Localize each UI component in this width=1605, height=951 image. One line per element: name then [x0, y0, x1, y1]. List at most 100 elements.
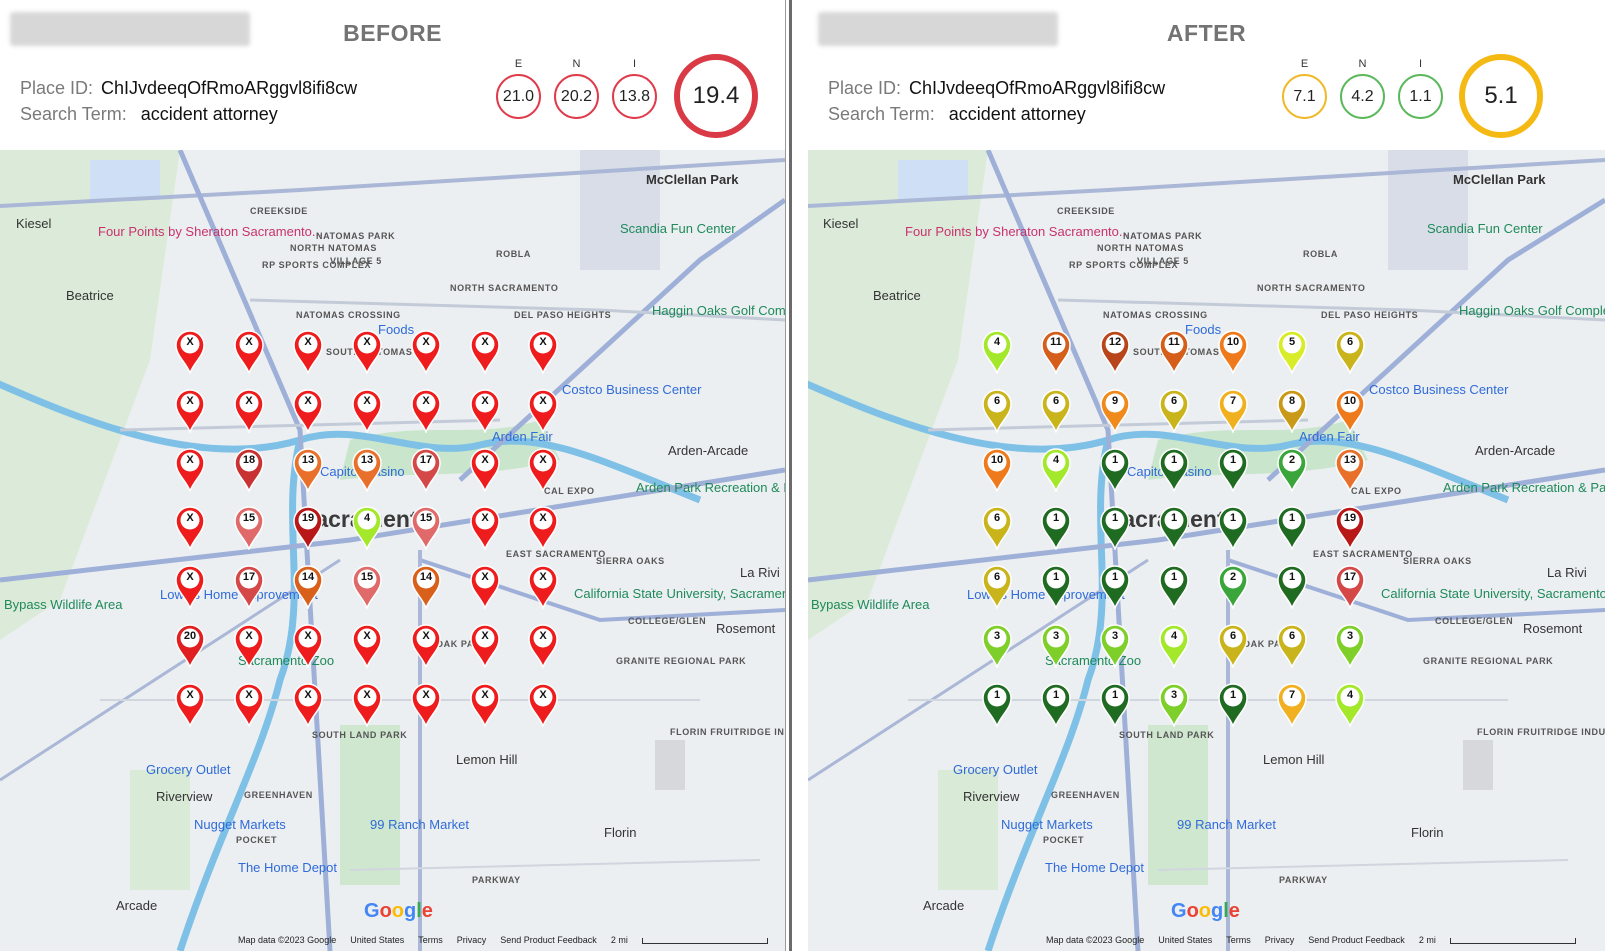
rank-pin[interactable]: X	[234, 683, 264, 727]
rank-pin[interactable]: 17	[234, 565, 264, 609]
rank-pin[interactable]: 15	[411, 506, 441, 550]
rank-pin[interactable]: 13	[1335, 448, 1365, 492]
rank-pin[interactable]: X	[234, 389, 264, 433]
rank-pin[interactable]: 10	[1218, 330, 1248, 374]
rank-pin[interactable]: X	[293, 683, 323, 727]
rank-pin[interactable]: X	[528, 389, 558, 433]
rank-pin[interactable]: X	[470, 330, 500, 374]
rank-pin[interactable]: 1	[1100, 683, 1130, 727]
rank-pin[interactable]: 13	[293, 448, 323, 492]
rank-pin[interactable]: X	[175, 330, 205, 374]
rank-pin[interactable]: 11	[1041, 330, 1071, 374]
rank-pin[interactable]: 3	[1100, 624, 1130, 668]
rank-pin[interactable]: X	[352, 389, 382, 433]
country-link[interactable]: United States	[1158, 935, 1213, 945]
rank-pin[interactable]: 5	[1277, 330, 1307, 374]
terms-link[interactable]: Terms	[418, 935, 443, 945]
rank-pin[interactable]: 3	[1335, 624, 1365, 668]
rank-pin[interactable]: 18	[234, 448, 264, 492]
rank-pin[interactable]: X	[528, 624, 558, 668]
rank-pin[interactable]: X	[528, 506, 558, 550]
rank-pin[interactable]: X	[352, 624, 382, 668]
rank-pin[interactable]: 4	[1335, 683, 1365, 727]
rank-pin[interactable]: X	[528, 565, 558, 609]
rank-pin[interactable]: X	[411, 624, 441, 668]
rank-pin[interactable]: 1	[982, 683, 1012, 727]
rank-pin[interactable]: 1	[1218, 506, 1248, 550]
rank-pin[interactable]: 3	[982, 624, 1012, 668]
rank-pin[interactable]: 13	[352, 448, 382, 492]
feedback-link[interactable]: Send Product Feedback	[1308, 935, 1405, 945]
rank-pin[interactable]: 4	[982, 330, 1012, 374]
rank-pin[interactable]: 6	[1277, 624, 1307, 668]
rank-pin[interactable]: X	[175, 565, 205, 609]
rank-pin[interactable]: 4	[352, 506, 382, 550]
rank-pin[interactable]: 6	[1218, 624, 1248, 668]
rank-pin[interactable]: 6	[1041, 389, 1071, 433]
terms-link[interactable]: Terms	[1226, 935, 1251, 945]
rank-pin[interactable]: X	[175, 448, 205, 492]
rank-pin[interactable]: 3	[1041, 624, 1071, 668]
country-link[interactable]: United States	[350, 935, 405, 945]
rank-pin[interactable]: X	[293, 624, 323, 668]
rank-pin[interactable]: X	[352, 330, 382, 374]
rank-pin[interactable]: 4	[1159, 624, 1189, 668]
rank-pin[interactable]: X	[293, 389, 323, 433]
rank-pin[interactable]: 19	[1335, 506, 1365, 550]
rank-pin[interactable]: X	[352, 683, 382, 727]
rank-pin[interactable]: X	[293, 330, 323, 374]
rank-pin[interactable]: 17	[1335, 565, 1365, 609]
rank-pin[interactable]: 15	[352, 565, 382, 609]
rank-pin[interactable]: X	[470, 624, 500, 668]
rank-pin[interactable]: 4	[1041, 448, 1071, 492]
rank-pin[interactable]: X	[470, 448, 500, 492]
rank-pin[interactable]: 7	[1218, 389, 1248, 433]
rank-pin[interactable]: X	[175, 506, 205, 550]
rank-pin[interactable]: X	[175, 683, 205, 727]
rank-pin[interactable]: 1	[1159, 506, 1189, 550]
rank-pin[interactable]: 14	[411, 565, 441, 609]
rank-pin[interactable]: 1	[1218, 683, 1248, 727]
rank-pin[interactable]: X	[528, 448, 558, 492]
rank-pin[interactable]: 15	[234, 506, 264, 550]
rank-pin[interactable]: 3	[1159, 683, 1189, 727]
rank-pin[interactable]: 11	[1159, 330, 1189, 374]
feedback-link[interactable]: Send Product Feedback	[500, 935, 597, 945]
rank-pin[interactable]: 1	[1277, 565, 1307, 609]
rank-pin[interactable]: X	[234, 330, 264, 374]
rank-pin[interactable]: 14	[293, 565, 323, 609]
rank-pin[interactable]: 6	[982, 389, 1012, 433]
rank-pin[interactable]: X	[175, 389, 205, 433]
rank-pin[interactable]: 17	[411, 448, 441, 492]
rank-pin[interactable]: 7	[1277, 683, 1307, 727]
rank-pin[interactable]: X	[411, 389, 441, 433]
rank-pin[interactable]: 1	[1277, 506, 1307, 550]
rank-pin[interactable]: X	[470, 506, 500, 550]
rank-pin[interactable]: 1	[1041, 506, 1071, 550]
rank-pin[interactable]: 1	[1218, 448, 1248, 492]
rank-pin[interactable]: X	[528, 330, 558, 374]
rank-pin[interactable]: X	[470, 389, 500, 433]
rank-pin[interactable]: 6	[982, 506, 1012, 550]
rank-pin[interactable]: X	[470, 565, 500, 609]
rank-pin[interactable]: 12	[1100, 330, 1130, 374]
rank-pin[interactable]: 6	[1335, 330, 1365, 374]
rank-pin[interactable]: X	[411, 330, 441, 374]
rank-pin[interactable]: 1	[1100, 506, 1130, 550]
rank-pin[interactable]: X	[470, 683, 500, 727]
privacy-link[interactable]: Privacy	[1264, 935, 1295, 945]
map[interactable]: North HighlandsMcClellan ParkKieselCREEK…	[0, 150, 785, 951]
rank-pin[interactable]: 2	[1277, 448, 1307, 492]
rank-pin[interactable]: 9	[1100, 389, 1130, 433]
rank-pin[interactable]: 1	[1041, 683, 1071, 727]
rank-pin[interactable]: 19	[293, 506, 323, 550]
map[interactable]: North HighlandsMcClellan ParkKieselCREEK…	[808, 150, 1605, 951]
rank-pin[interactable]: 6	[1159, 389, 1189, 433]
rank-pin[interactable]: 20	[175, 624, 205, 668]
privacy-link[interactable]: Privacy	[456, 935, 487, 945]
rank-pin[interactable]: 1	[1159, 448, 1189, 492]
rank-pin[interactable]: 10	[982, 448, 1012, 492]
rank-pin[interactable]: 10	[1335, 389, 1365, 433]
rank-pin[interactable]: X	[234, 624, 264, 668]
rank-pin[interactable]: 1	[1100, 565, 1130, 609]
